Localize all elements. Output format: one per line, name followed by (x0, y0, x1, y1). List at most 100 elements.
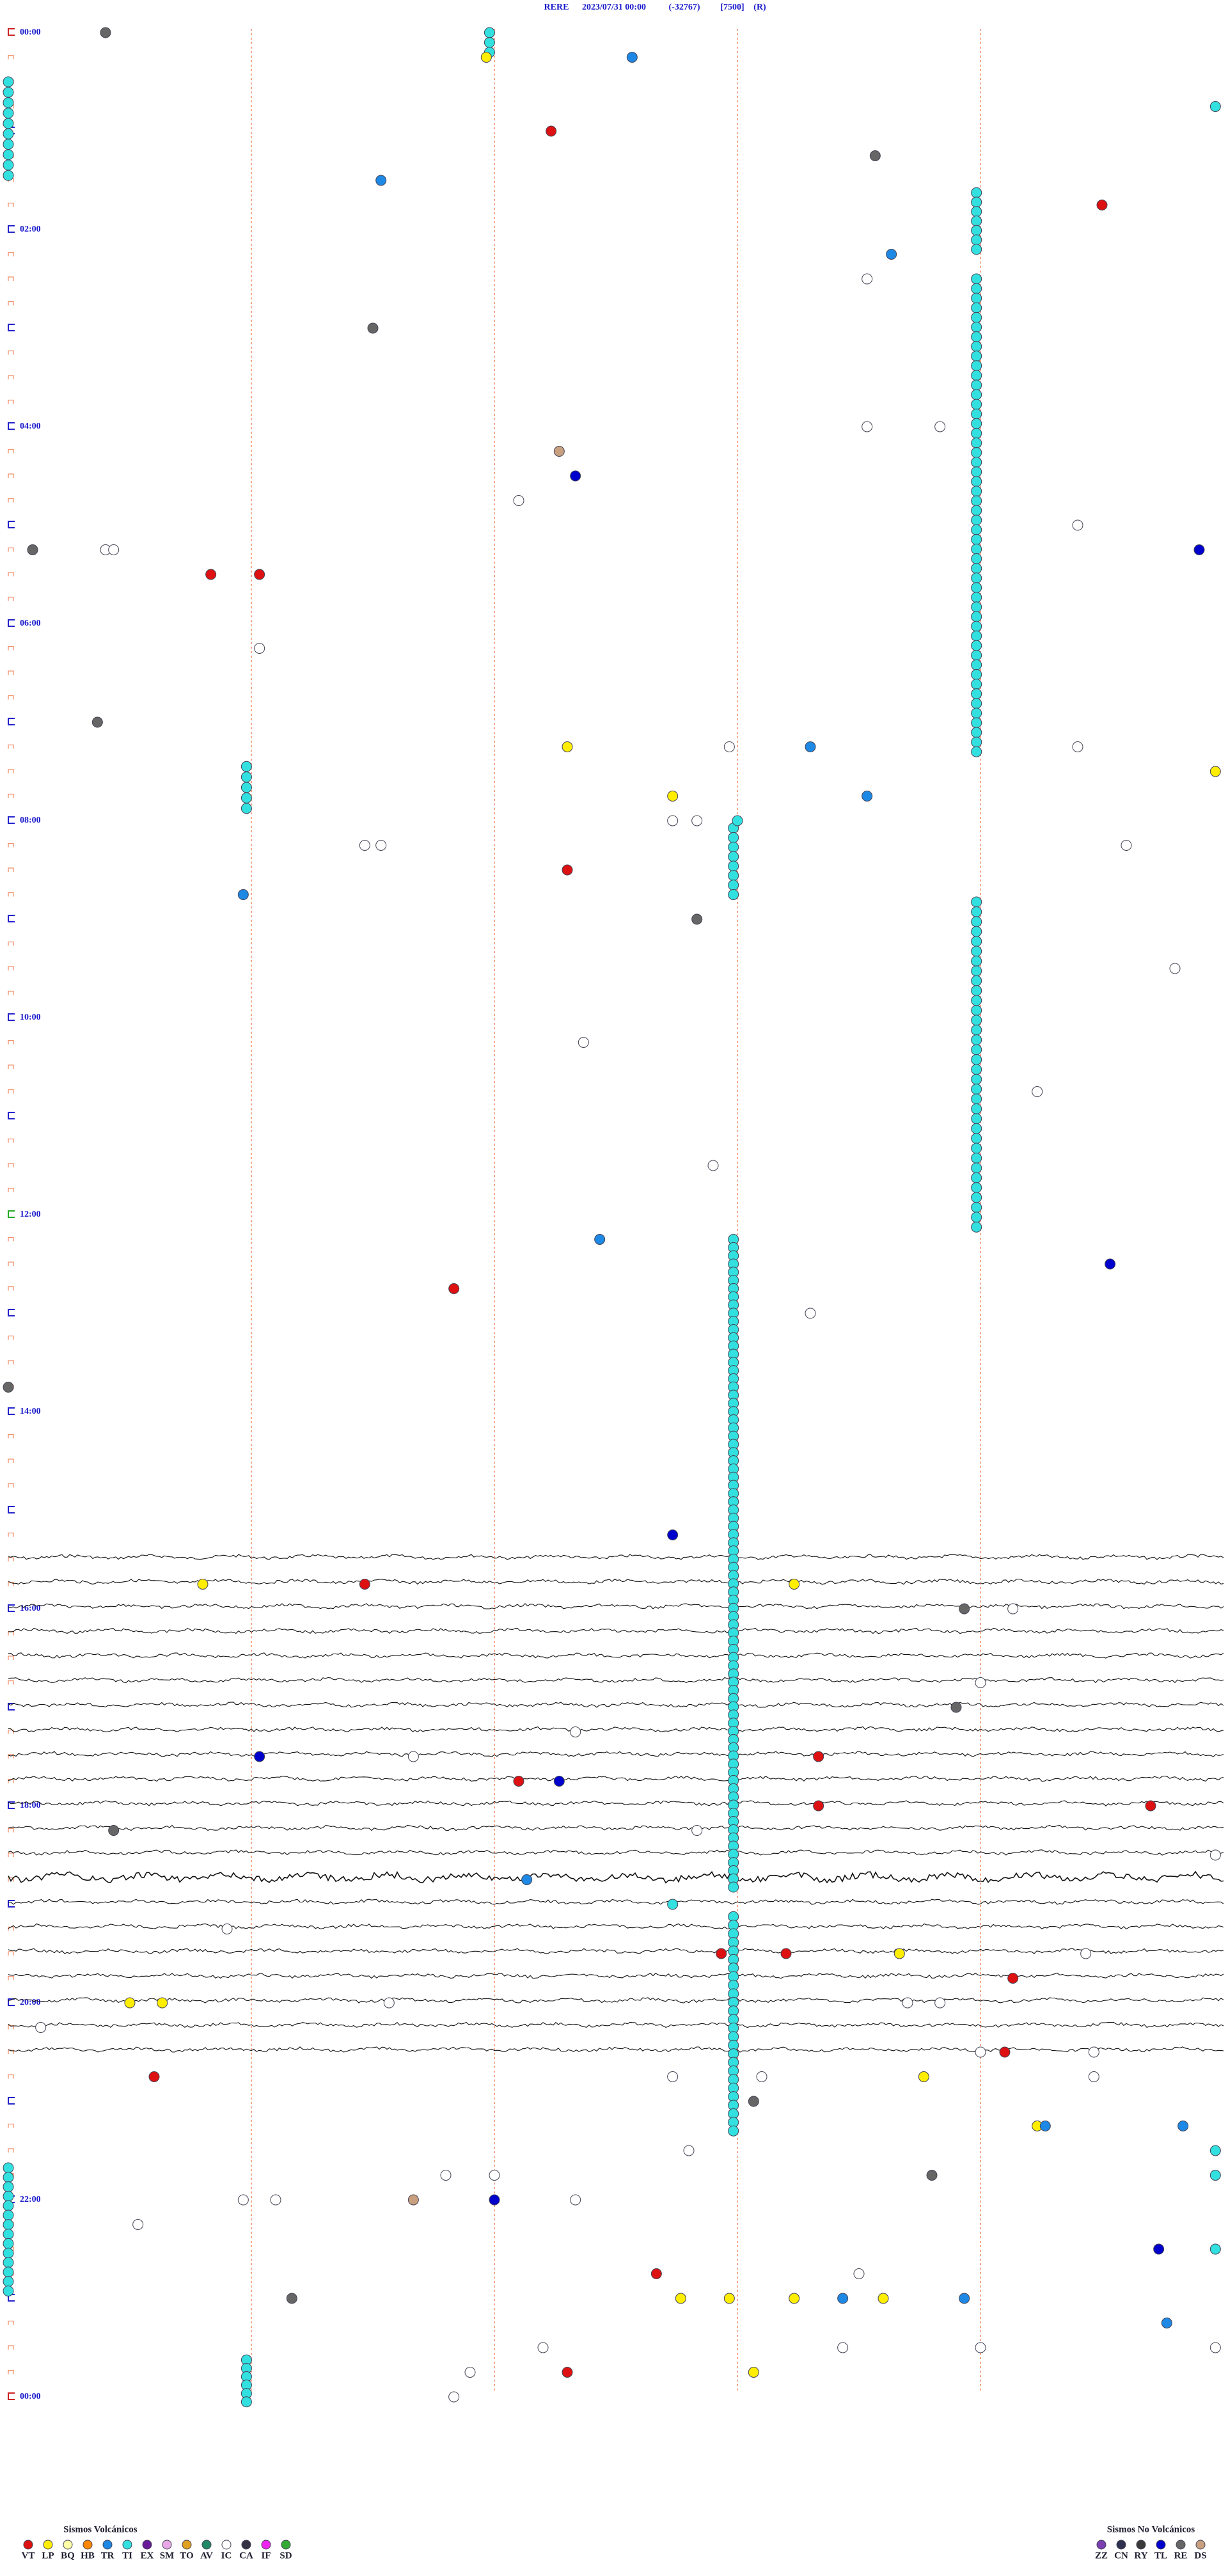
row-marker (8, 1581, 14, 1586)
event-chain-dot (240, 771, 252, 783)
event-chain-dot (971, 543, 982, 555)
row-marker (8, 1975, 14, 1980)
trace (8, 2021, 1224, 2028)
event (1039, 2121, 1051, 2131)
event (513, 1776, 524, 1787)
event (853, 2268, 865, 2279)
legend-code: TO (180, 2550, 193, 2561)
event-chain-dot (971, 312, 982, 323)
header: RERE 2023/07/31 00:00 (-32767) [7500] (R… (544, 3, 767, 12)
grid: 00:00 02:00 04:00 06:00 08:00 10:00 12:00 14:00… (8, 28, 981, 2401)
event-chain-dot (971, 573, 982, 584)
legend-code: IC (221, 2550, 232, 2561)
event-chain-dot (971, 283, 982, 294)
legend-swatch (63, 2540, 73, 2550)
row-marker (8, 54, 14, 59)
event (999, 2046, 1011, 2058)
trace (8, 2046, 1224, 2053)
legend-code: TI (122, 2550, 132, 2561)
row-marker (8, 422, 15, 430)
event (553, 446, 565, 457)
event (254, 1751, 265, 1762)
event-chain-dot (728, 851, 739, 862)
event (3, 1382, 14, 1393)
trace (8, 1775, 1224, 1782)
event-chain-dot (971, 896, 982, 908)
event-chain-dot (971, 1034, 982, 1046)
event (732, 815, 743, 826)
event-chain-dot (728, 2125, 739, 2137)
row-marker (8, 202, 14, 207)
event (650, 2268, 662, 2279)
event (375, 840, 387, 851)
event (1209, 101, 1221, 112)
events (3, 27, 1221, 2408)
legend-code: SM (160, 2550, 175, 2561)
event-chain-dot (3, 2266, 14, 2278)
row-marker (8, 251, 14, 257)
row-marker (8, 1604, 15, 1612)
row-marker (8, 448, 14, 454)
event (667, 815, 679, 826)
event (132, 2219, 144, 2230)
event (691, 1825, 703, 1836)
hour-label: 14:00 (20, 1407, 41, 1416)
hour-label: 00:00 (20, 2392, 41, 2401)
row-marker (8, 521, 15, 528)
hour-label: 00:00 (20, 28, 41, 37)
row-marker (8, 1309, 15, 1316)
hour-label: 20:00 (20, 1998, 41, 2007)
event-chain-dot (971, 553, 982, 564)
event-chain-dot (971, 1073, 982, 1085)
event (197, 1579, 209, 1590)
hour-label: 12:00 (20, 1210, 41, 1219)
event-chain-dot (971, 582, 982, 594)
event-chain-dot (971, 1015, 982, 1026)
event-chain-dot (971, 659, 982, 670)
event (707, 1160, 719, 1171)
event-chain-dot (971, 399, 982, 410)
row-marker (8, 375, 14, 379)
event-chain-dot (971, 1044, 982, 1055)
event (878, 2293, 889, 2304)
event-chain-dot (240, 2396, 252, 2408)
event-chain-dot (971, 1172, 982, 1183)
event-chain-dot (971, 447, 982, 459)
row-marker (8, 1112, 15, 1119)
event (789, 1579, 800, 1590)
event-chain-dot (971, 727, 982, 738)
event-chain-dot (971, 926, 982, 937)
row-marker (8, 816, 15, 824)
row-marker (8, 225, 15, 233)
legend-swatch (201, 2540, 212, 2550)
event (748, 2367, 759, 2378)
row-marker (8, 276, 14, 281)
event-chain-dot (3, 2181, 14, 2193)
row-marker (8, 645, 14, 651)
legend-swatch (1195, 2540, 1206, 2550)
event-chain-dot (971, 936, 982, 947)
event-chain-dot (971, 370, 982, 381)
event-chain-dot (971, 563, 982, 574)
event (975, 2046, 986, 2058)
row-marker (8, 2074, 14, 2079)
trace (8, 1702, 1224, 1708)
event-chain-dot (971, 360, 982, 372)
hour-label: 10:00 (20, 1013, 41, 1022)
event (254, 569, 265, 580)
event-chain-dot (971, 187, 982, 198)
event (813, 1800, 824, 1812)
legend-code: IF (262, 2550, 271, 2561)
event-chain-dot (3, 2219, 14, 2231)
event-chain-dot (971, 1113, 982, 1125)
event (407, 2194, 419, 2206)
event-chain-dot (971, 592, 982, 603)
row-marker (8, 1261, 14, 1266)
row-marker (8, 718, 15, 725)
event-chain-dot (3, 170, 14, 181)
row-marker (8, 793, 14, 798)
row-marker (8, 473, 14, 478)
event-chain-dot (971, 466, 982, 478)
event-chain-dot (3, 2190, 14, 2202)
row-marker (8, 1877, 14, 1882)
